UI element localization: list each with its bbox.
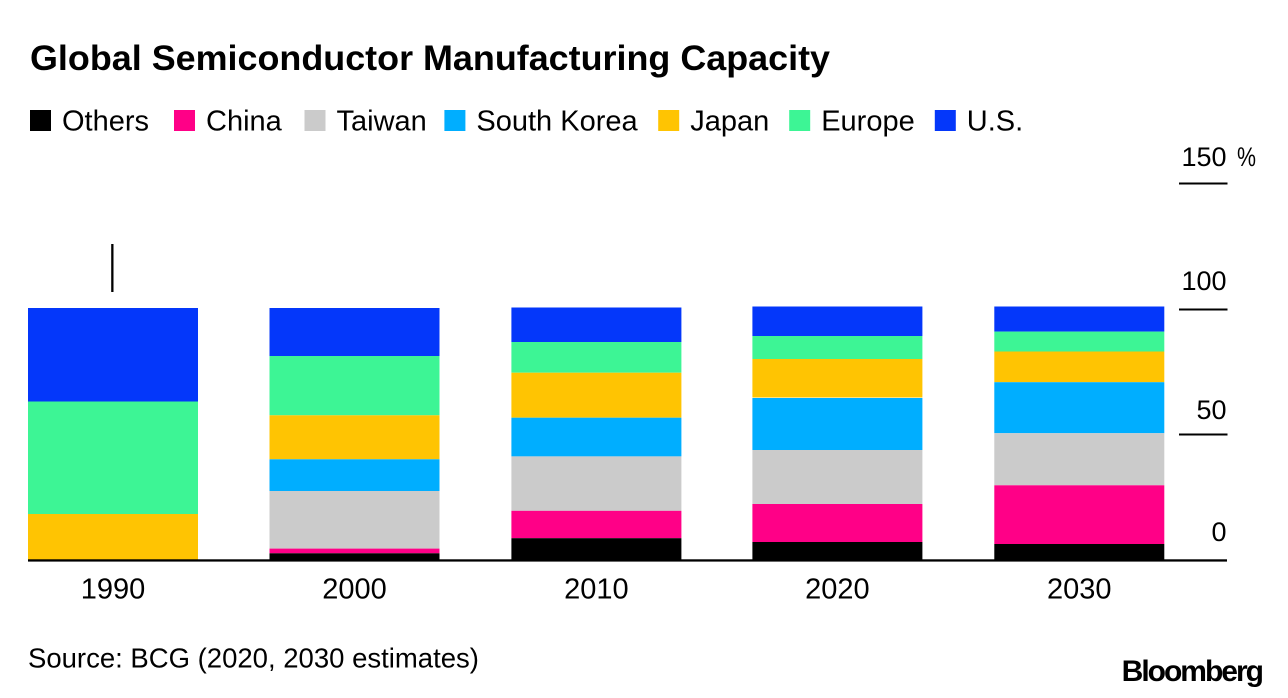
- svg-text:2010: 2010: [564, 573, 629, 605]
- svg-text:U.S.: U.S.: [967, 106, 1023, 138]
- svg-text:1990: 1990: [81, 573, 146, 605]
- svg-text:Bloomberg: Bloomberg: [1122, 655, 1263, 688]
- svg-text:2020: 2020: [805, 573, 870, 605]
- svg-text:2000: 2000: [322, 573, 387, 605]
- svg-text:0: 0: [1211, 517, 1226, 547]
- svg-text:Japan: Japan: [690, 106, 769, 138]
- svg-text:China: China: [206, 106, 283, 138]
- svg-text:50: 50: [1196, 395, 1226, 425]
- svg-text:Others: Others: [62, 106, 149, 138]
- svg-text:%: %: [1237, 142, 1256, 172]
- svg-text:150: 150: [1181, 142, 1226, 172]
- svg-text:Taiwan: Taiwan: [337, 106, 427, 138]
- svg-text:2030: 2030: [1047, 573, 1112, 605]
- svg-text:Global Semiconductor Manufactu: Global Semiconductor Manufacturing Capac…: [30, 39, 831, 78]
- svg-text:100: 100: [1181, 266, 1226, 296]
- svg-text:Europe: Europe: [821, 106, 915, 138]
- svg-text:South Korea: South Korea: [476, 106, 638, 138]
- svg-text:Source: BCG (2020, 2030 estima: Source: BCG (2020, 2030 estimates): [28, 643, 479, 674]
